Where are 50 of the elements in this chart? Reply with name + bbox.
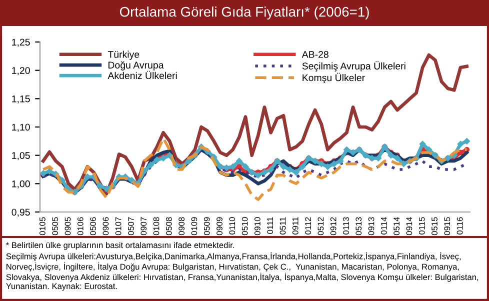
x-tick-label: 0107: [115, 217, 122, 236]
x-tick-label: 0110: [229, 217, 236, 234]
x-tick-label: 0514: [394, 217, 400, 236]
y-tick-label: 1,00: [12, 180, 30, 188]
text: Seçilmiş Avrupa ülkeleri:Avusturya,Belçika,Danimarka,Almanya,Fransa,İrlanda,Hollanda,Portekiz,İspanya,Finlandiya, İsveç, Norveç,İsviçre, İngiltere, İtalya Doğu Avrupa: Bulgaristan, Hırvatistan, Çek C., Yunanistan, Macaristan, Polonya, Romanya, Slovakya, Slovenya Akdeniz ülkeleri: Hırvatistan, Fransa,Yunanistan,İtalya, İspanya,Malta, Slovenya Komşu ülkeler: Bulgaristan, Yunanistan. Kaynak: Eurostat.: [6, 252, 478, 291]
legend-label: Seçilmiş Avrupa Ülkeleri: [302, 61, 406, 72]
x-tick-label: 0113: [343, 217, 349, 234]
y-tick-label: 1,10: [12, 124, 30, 132]
y-tick-label: 1,15: [12, 96, 30, 104]
x-tick-label: 0116: [456, 217, 463, 234]
chart-title: Ortalama Göreli Gıda Fiyatları* (2006=1): [120, 6, 369, 20]
x-tick-label: 0515: [432, 217, 438, 236]
x-tick-label: 0115: [418, 217, 425, 234]
x-tick-label: 0112: [305, 217, 311, 234]
legend-label: Komşu Ülkeler: [302, 72, 365, 84]
x-tick-label: 0915: [444, 217, 450, 236]
x-tick-label: 0907: [140, 217, 147, 236]
x-tick-label: 0105: [40, 217, 46, 236]
legend-label: Akdeniz Ülkeleri: [108, 70, 177, 80]
x-tick-label: 0911: [292, 217, 298, 234]
x-tick-label: 0511: [280, 217, 286, 234]
x-tick-label: 0108: [153, 217, 160, 236]
x-tick-label: 0509: [204, 217, 210, 236]
x-tick-label: 0906: [102, 217, 109, 236]
y-tick-label: 1,05: [12, 152, 30, 160]
text: * Belirtilen ülke gruplarının basit ortalamasını ifade etmektedir.: [6, 242, 234, 250]
y-tick-label: 0,95: [12, 208, 30, 217]
x-tick-label: 0913: [368, 217, 374, 236]
x-tick-label: 0505: [52, 217, 58, 236]
x-tick-label: 0905: [64, 217, 71, 236]
x-tick-label: 0506: [90, 217, 96, 236]
x-tick-label: 0106: [77, 217, 84, 236]
x-tick-label: 0508: [166, 217, 172, 236]
x-tick-label: 0109: [191, 217, 198, 236]
y-tick-label: 1,25: [12, 38, 30, 47]
x-tick-label: 0111: [267, 217, 274, 234]
x-tick-label: 0512: [318, 217, 324, 236]
legend-label: AB-28: [302, 51, 328, 58]
x-tick-label: 0910: [254, 217, 260, 236]
x-tick-label: 0513: [356, 217, 362, 236]
x-tick-label: 0507: [128, 217, 134, 236]
legend-label: Doğu Avrupa: [108, 61, 164, 70]
x-tick-label: 0914: [406, 217, 412, 236]
x-tick-label: 0114: [380, 217, 387, 234]
x-tick-label: 0909: [216, 217, 222, 236]
x-tick-label: 0912: [330, 217, 336, 236]
x-tick-label: 0510: [242, 217, 248, 236]
y-tick-label: 1,20: [12, 67, 30, 76]
legend-label: Türkiye: [108, 50, 140, 60]
x-tick-label: 0908: [178, 217, 185, 236]
